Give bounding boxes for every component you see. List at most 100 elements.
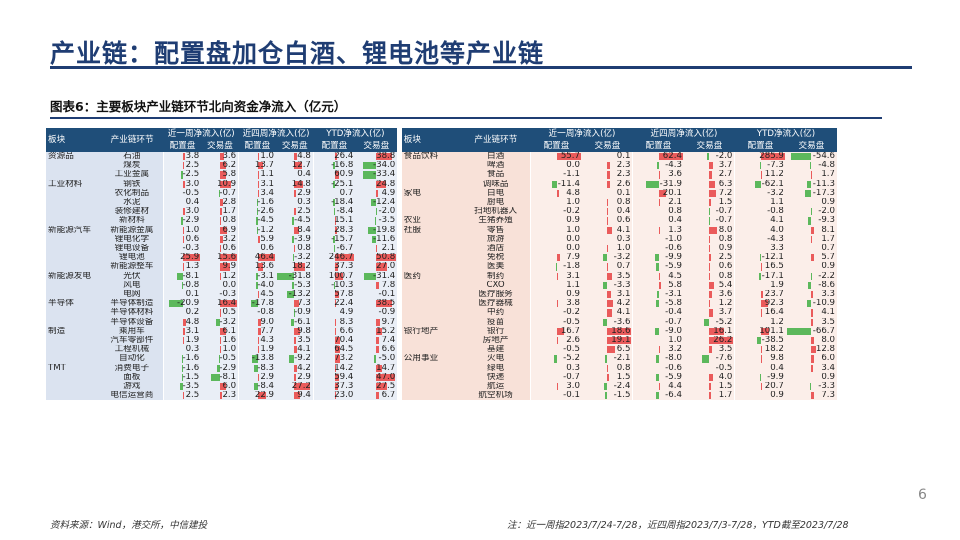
value-text: 0.8 bbox=[222, 216, 237, 226]
value-cell: 26.2 bbox=[683, 336, 735, 346]
inflow-bar bbox=[219, 272, 221, 280]
table-row: 新能源发电 光伏 -8.1 1.2 -3.1 -31.8 100.7 -31.4 医药 制药 3.1… bbox=[46, 271, 837, 281]
value-cell: 59.4 bbox=[312, 372, 356, 383]
value-text: 5.4 bbox=[718, 280, 733, 290]
value-text: 9.8 bbox=[770, 354, 784, 364]
value-cell: -9.9 bbox=[632, 253, 684, 263]
outflow-bar bbox=[291, 318, 295, 326]
value-cell: -3.9 bbox=[276, 234, 314, 245]
inflow-bar bbox=[709, 383, 711, 391]
sector-label bbox=[401, 198, 461, 208]
value-cell: -2.6 bbox=[238, 207, 277, 217]
value-text: -3.2 bbox=[767, 188, 784, 198]
outflow-bar bbox=[333, 162, 335, 170]
outflow-bar bbox=[291, 281, 295, 290]
value-text: -0.5 bbox=[219, 354, 237, 364]
value-text: 27.2 bbox=[291, 382, 311, 392]
value-cell: -5.2 bbox=[530, 354, 582, 364]
value-text: 8.3 bbox=[339, 317, 354, 327]
segment-label: 半导体制造 bbox=[100, 299, 164, 309]
value-cell: 15.6 bbox=[201, 253, 239, 263]
value-text: -3.1 bbox=[665, 290, 682, 300]
outflow-bar bbox=[333, 235, 335, 244]
value-cell: 4.3 bbox=[238, 336, 277, 346]
value-cell: 22.4 bbox=[312, 299, 356, 309]
value-text: 5.8 bbox=[222, 170, 237, 180]
value-text: 1.5 bbox=[616, 372, 631, 382]
inflow-bar bbox=[760, 355, 762, 363]
inflow-bar bbox=[294, 300, 299, 308]
value-text: 16.7 bbox=[560, 326, 580, 336]
inflow-bar bbox=[294, 383, 310, 391]
value-cell: 0.9 bbox=[530, 216, 582, 226]
table-row: 制造 乘用车 3.1 6.1 7.7 9.8 6.6 15.2 银行地产 银行 16.7 18.6 -9… bbox=[46, 326, 837, 337]
value-cell: 16.7 bbox=[530, 326, 582, 337]
value-cell: 9.0 bbox=[238, 317, 277, 327]
inflow-bar bbox=[709, 254, 712, 262]
value-text: -0.7 bbox=[563, 372, 580, 382]
value-cell: 0.0 bbox=[530, 161, 582, 171]
value-text: -19.8 bbox=[373, 225, 396, 235]
value-cell: -0.9 bbox=[355, 308, 398, 318]
value-text: 22.4 bbox=[334, 299, 354, 309]
segment-label: 风电 bbox=[100, 280, 164, 291]
value-text: -2.5 bbox=[182, 170, 200, 180]
header-segment-right: 产业链环节 bbox=[460, 128, 531, 152]
value-cell: 0.8 bbox=[683, 234, 735, 245]
table-row: 工业金属 -2.5 5.8 1.1 0.4 60.9 -33.4 食品 -1.1 2.3 3.6 2.… bbox=[46, 170, 837, 180]
value-text: -5.8 bbox=[665, 299, 682, 309]
inflow-bar bbox=[294, 189, 297, 198]
value-cell: -3.2 bbox=[734, 188, 786, 199]
value-cell: 2.6 bbox=[581, 179, 633, 189]
inflow-bar bbox=[607, 291, 612, 299]
table-row: 电网 0.1 -0.3 4.5 -13.2 57.8 -0.1 医疗服务 0.9 3.1 -3.1 3… bbox=[46, 290, 837, 300]
value-text: -4.5 bbox=[257, 216, 275, 226]
value-cell: -0.9 bbox=[276, 308, 314, 318]
value-text: 26.4 bbox=[334, 152, 354, 161]
outflow-bar bbox=[810, 383, 812, 391]
value-text: -2.9 bbox=[182, 216, 200, 226]
value-text: 11.2 bbox=[764, 170, 784, 180]
value-cell: 4.5 bbox=[238, 290, 277, 300]
value-cell: 4.0 bbox=[683, 372, 735, 383]
sector-label: 社服 bbox=[401, 225, 461, 235]
value-text: 6.3 bbox=[718, 179, 733, 189]
value-cell: 1.3 bbox=[632, 225, 684, 235]
inflow-bar bbox=[376, 300, 392, 308]
table-row: 工程机械 0.3 1.0 1.9 4.1 64.5 6.6 基建 -0.5 6.5 3.2 3.5 18… bbox=[46, 345, 837, 355]
value-cell: 16.5 bbox=[734, 262, 786, 272]
inflow-bar bbox=[709, 235, 710, 244]
outflow-bar bbox=[656, 373, 659, 382]
outflow-bar bbox=[256, 281, 258, 290]
inflow-bar bbox=[658, 199, 660, 207]
value-cell: 3.7 bbox=[683, 308, 735, 318]
inflow-bar bbox=[257, 373, 259, 382]
value-cell: -0.8 bbox=[163, 280, 202, 291]
value-cell: 3.5 bbox=[683, 345, 735, 355]
inflow-bar bbox=[257, 291, 260, 299]
value-cell: 3.2 bbox=[201, 234, 239, 245]
value-cell: 14.7 bbox=[355, 363, 398, 373]
inflow-bar bbox=[376, 392, 379, 400]
inflow-bar bbox=[709, 272, 710, 280]
inflow-bar bbox=[294, 373, 297, 382]
inflow-bar bbox=[811, 291, 813, 299]
value-text: 1.9 bbox=[770, 280, 784, 290]
value-cell: 1.9 bbox=[734, 280, 786, 291]
table-row: 面板 -1.5 -8.1 2.9 2.9 59.4 47.0 快递 -0.7 1.5 -5.9 4.0… bbox=[46, 372, 837, 383]
value-text: 26.2 bbox=[713, 336, 733, 346]
value-cell: 3.4 bbox=[238, 188, 277, 199]
outflow-bar bbox=[181, 364, 183, 372]
inflow-bar bbox=[376, 180, 387, 188]
value-cell: 23.0 bbox=[312, 391, 356, 401]
outflow-bar bbox=[708, 208, 710, 216]
value-cell: 16.4 bbox=[201, 299, 239, 309]
value-cell: 6.6 bbox=[312, 326, 356, 337]
inflow-bar bbox=[334, 373, 340, 382]
inflow-bar bbox=[334, 171, 340, 179]
inflow-bar bbox=[376, 254, 397, 262]
value-cell: 0.0 bbox=[530, 244, 582, 254]
inflow-bar bbox=[760, 309, 763, 317]
sector-label: 家电 bbox=[401, 188, 461, 199]
value-cell: 3.6 bbox=[683, 290, 735, 300]
